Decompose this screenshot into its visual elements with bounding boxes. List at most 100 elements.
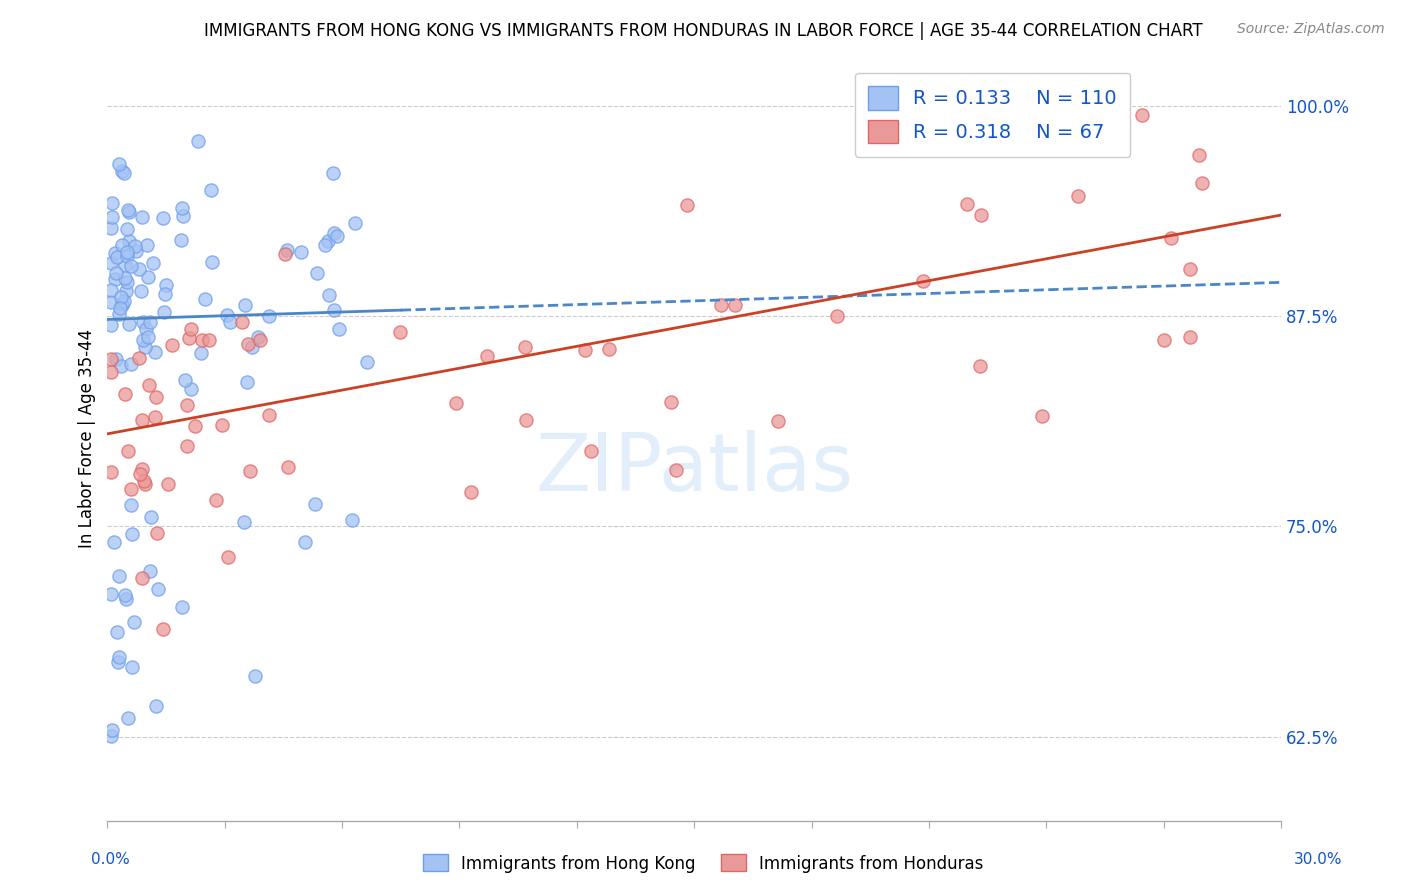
Point (322, 303, 344, 318)
Point (114, 588, 136, 602)
Point (135, 322, 157, 336)
Point (1191, 176, 1213, 190)
Point (101, 210, 124, 224)
Point (294, 535, 316, 549)
Point (152, 211, 174, 225)
Point (117, 202, 139, 217)
Point (100, 294, 122, 309)
Point (114, 258, 136, 272)
Point (190, 345, 212, 359)
Point (131, 413, 153, 427)
Point (180, 382, 202, 396)
Point (108, 301, 131, 315)
Point (231, 315, 253, 329)
Point (100, 351, 122, 366)
Point (101, 723, 124, 737)
Point (120, 498, 142, 512)
Point (155, 278, 177, 293)
Point (111, 298, 134, 312)
Point (143, 409, 166, 424)
Point (120, 358, 142, 372)
Point (120, 482, 142, 496)
Point (1067, 189, 1090, 203)
Point (115, 284, 138, 298)
Point (194, 292, 217, 306)
Point (710, 298, 733, 312)
Point (117, 234, 139, 248)
Point (276, 243, 298, 257)
Point (110, 290, 132, 304)
Text: IMMIGRANTS FROM HONG KONG VS IMMIGRANTS FROM HONDURAS IN LABOR FORCE | AGE 35-44: IMMIGRANTS FROM HONG KONG VS IMMIGRANTS … (204, 22, 1202, 40)
Point (201, 254, 224, 268)
Point (104, 351, 127, 366)
Point (969, 359, 991, 373)
Point (388, 325, 411, 339)
Point (148, 582, 170, 596)
Point (598, 342, 620, 356)
Point (825, 309, 848, 323)
Point (211, 417, 233, 432)
Text: 30.0%: 30.0% (1295, 852, 1343, 867)
Point (177, 331, 200, 345)
Point (176, 439, 198, 453)
Point (314, 238, 336, 252)
Point (766, 414, 789, 428)
Point (340, 513, 363, 527)
Point (1160, 231, 1182, 245)
Point (191, 333, 214, 347)
Point (304, 497, 326, 511)
Point (139, 315, 162, 329)
Point (138, 564, 160, 578)
Point (1153, 333, 1175, 347)
Point (219, 316, 242, 330)
Point (100, 465, 122, 479)
Point (257, 309, 280, 323)
Point (1178, 330, 1201, 344)
Point (108, 307, 131, 321)
Point (579, 444, 602, 458)
Point (240, 340, 263, 354)
Point (513, 340, 536, 354)
Point (104, 266, 127, 280)
Point (277, 460, 299, 475)
Point (122, 615, 145, 629)
Point (574, 343, 596, 357)
Point (134, 477, 156, 491)
Point (110, 359, 132, 373)
Point (157, 476, 180, 491)
Point (128, 467, 150, 482)
Point (187, 134, 209, 148)
Point (108, 649, 131, 664)
Point (100, 283, 122, 297)
Point (114, 387, 136, 401)
Legend: R = 0.133    N = 110, R = 0.318    N = 67: R = 0.133 N = 110, R = 0.318 N = 67 (855, 72, 1130, 157)
Point (117, 711, 139, 725)
Point (143, 345, 166, 359)
Point (343, 216, 366, 230)
Point (217, 549, 239, 564)
Point (356, 355, 378, 369)
Point (132, 333, 155, 347)
Point (111, 297, 134, 311)
Point (1180, 262, 1202, 277)
Point (131, 571, 153, 585)
Point (100, 318, 122, 332)
Point (136, 270, 159, 285)
Point (120, 259, 142, 273)
Text: Source: ZipAtlas.com: Source: ZipAtlas.com (1237, 22, 1385, 37)
Point (145, 390, 167, 404)
Point (200, 183, 222, 197)
Point (118, 204, 141, 219)
Point (236, 375, 259, 389)
Point (104, 245, 127, 260)
Point (180, 322, 202, 336)
Point (114, 271, 136, 285)
Y-axis label: In Labor Force | Age 35-44: In Labor Force | Age 35-44 (79, 328, 96, 548)
Point (232, 516, 254, 530)
Point (100, 221, 122, 235)
Point (970, 208, 993, 222)
Point (121, 526, 143, 541)
Point (318, 234, 340, 248)
Point (107, 569, 129, 583)
Point (132, 315, 155, 329)
